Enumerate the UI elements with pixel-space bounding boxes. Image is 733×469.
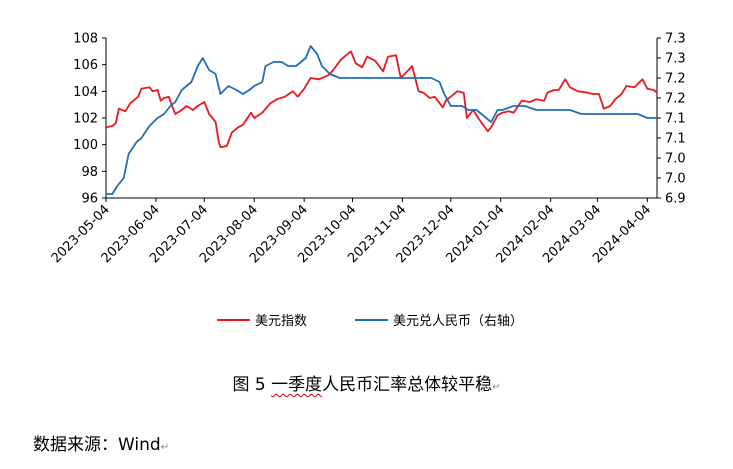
y-right-tick-label: 7.3 — [665, 52, 686, 67]
y-right-tick-label: 6.9 — [665, 192, 686, 207]
series-line-usdcny — [106, 45, 657, 195]
caption-prefix: 图 5 — [232, 375, 272, 395]
chart-axes: 96 98 100 102 104 106 108 6.9 7.0 7.0 7.1 7.1 7.2 7.2… — [49, 32, 686, 267]
data-source: 数据来源：Wind↵ — [33, 430, 169, 455]
y-right-tick-label: 7.2 — [665, 72, 686, 87]
y-left-tick-label: 102 — [73, 112, 98, 127]
series-line-usd-index — [105, 50, 658, 149]
figure-caption: 图 5 一季度人民币汇率总体较平稳↵ — [0, 370, 733, 395]
y-left-tick-label: 106 — [73, 58, 98, 73]
y-right-tick-label: 7.0 — [665, 152, 686, 167]
y-right-tick-label: 7.1 — [665, 132, 686, 147]
y-right-tick-label: 7.1 — [665, 112, 686, 127]
y-left-tick-label: 100 — [73, 138, 98, 153]
y-right-tick-label: 7.3 — [665, 32, 686, 47]
y-right-tick-label: 7.2 — [665, 92, 686, 107]
line-chart: 96 98 100 102 104 106 108 6.9 7.0 7.0 7.1 7.1 7.2 7.2… — [49, 32, 686, 330]
chart-series — [105, 45, 658, 195]
legend-label-usd-index: 美元指数 — [255, 314, 307, 329]
caption-paragraph-mark: ↵ — [492, 382, 501, 393]
chart-legend: 美元指数 美元兑人民币（右轴） — [217, 314, 523, 329]
y-left-tick-label: 98 — [81, 165, 98, 180]
y-left-tick-label: 108 — [73, 32, 98, 47]
source-text: 数据来源：Wind — [33, 435, 161, 455]
caption-rest: 人民币汇率总体较平稳 — [322, 375, 493, 395]
caption-emphasis: 一季度 — [271, 375, 323, 395]
y-left-tick-label: 104 — [73, 85, 98, 100]
source-paragraph-mark: ↵ — [160, 442, 170, 453]
y-left-tick-label: 96 — [81, 192, 98, 207]
y-right-tick-label: 7.0 — [665, 172, 686, 187]
legend-label-usdcny: 美元兑人民币（右轴） — [393, 314, 523, 329]
